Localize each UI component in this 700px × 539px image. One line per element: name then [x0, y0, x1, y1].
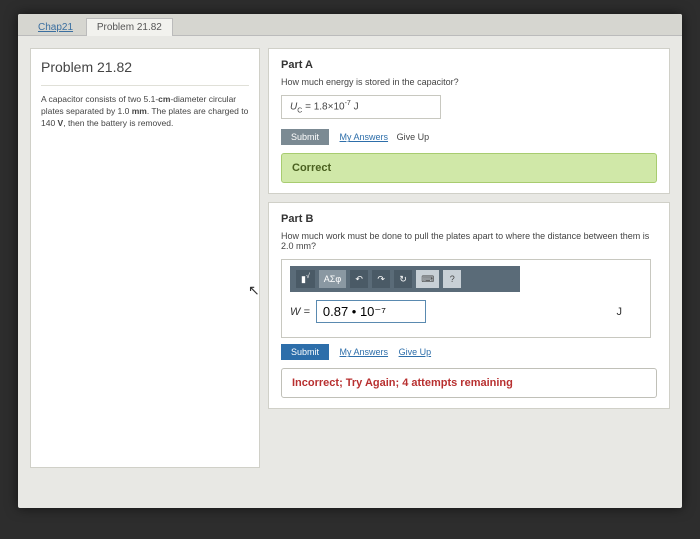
part-a-my-answers-link[interactable]: My Answers: [340, 132, 389, 142]
part-b-var: W: [290, 306, 300, 318]
redo-icon[interactable]: ↷: [372, 270, 390, 288]
reset-icon[interactable]: ↻: [394, 270, 412, 288]
part-a-title: Part A: [281, 59, 657, 71]
help-icon[interactable]: ?: [443, 270, 461, 288]
part-b-give-up-link[interactable]: Give Up: [399, 347, 432, 357]
part-a: Part A How much energy is stored in the …: [268, 48, 670, 194]
desc-unit-cm: cm: [158, 94, 170, 104]
tab-problem[interactable]: Problem 21.82: [86, 18, 173, 36]
part-a-val: 1.8×10: [314, 101, 345, 112]
desc-text-4: , then the battery is removed.: [63, 118, 173, 128]
part-b-question: How much work must be done to pull the p…: [281, 231, 657, 251]
keyboard-icon[interactable]: ⌨: [416, 270, 439, 288]
part-a-question: How much energy is stored in the capacit…: [281, 77, 657, 87]
desc-text-1: A capacitor consists of two 5.1-: [41, 94, 158, 104]
part-b-controls: Submit My Answers Give Up: [281, 344, 657, 360]
problem-description: A capacitor consists of two 5.1-cm-diame…: [41, 85, 249, 130]
part-a-submit-button[interactable]: Submit: [281, 129, 329, 145]
part-b: Part B How much work must be done to pul…: [268, 202, 670, 409]
tab-chapter[interactable]: Chap21: [28, 19, 83, 36]
symbols-button[interactable]: ΑΣφ: [319, 270, 346, 288]
content-area: Problem 21.82 A capacitor consists of tw…: [18, 36, 682, 480]
part-b-feedback: Incorrect; Try Again; 4 attempts remaini…: [281, 368, 657, 398]
part-a-give-up-link[interactable]: Give Up: [397, 132, 430, 142]
answer-panel: Part A How much energy is stored in the …: [268, 48, 670, 468]
template-icon[interactable]: ▮√: [296, 270, 315, 288]
part-a-eq: =: [302, 101, 313, 112]
part-b-answer-input[interactable]: [316, 300, 426, 323]
part-b-submit-button[interactable]: Submit: [281, 344, 329, 360]
part-a-controls: Submit My Answers Give Up: [281, 129, 657, 145]
part-a-answer-display: UC = 1.8×10-7 J: [281, 95, 441, 119]
part-a-unit: J: [351, 101, 359, 112]
part-b-input-row: W = J: [290, 294, 642, 329]
breadcrumb-tabs: Chap21 Problem 21.82: [18, 14, 682, 36]
problem-title: Problem 21.82: [41, 59, 249, 75]
part-b-unit: J: [617, 306, 623, 318]
desc-unit-mm: mm: [132, 106, 147, 116]
part-b-my-answers-link[interactable]: My Answers: [340, 347, 389, 357]
part-b-var-label: W =: [290, 306, 310, 318]
main-viewport: Chap21 Problem 21.82 Problem 21.82 A cap…: [18, 14, 682, 508]
part-b-title: Part B: [281, 213, 657, 225]
problem-panel: Problem 21.82 A capacitor consists of tw…: [30, 48, 260, 468]
part-a-feedback: Correct: [281, 153, 657, 183]
part-b-eq: =: [300, 306, 309, 318]
undo-icon[interactable]: ↶: [350, 270, 368, 288]
equation-toolbar: ▮√ ΑΣφ ↶ ↷ ↻ ⌨ ?: [290, 266, 520, 292]
part-b-input-area: ▮√ ΑΣφ ↶ ↷ ↻ ⌨ ? W = J: [281, 259, 651, 338]
